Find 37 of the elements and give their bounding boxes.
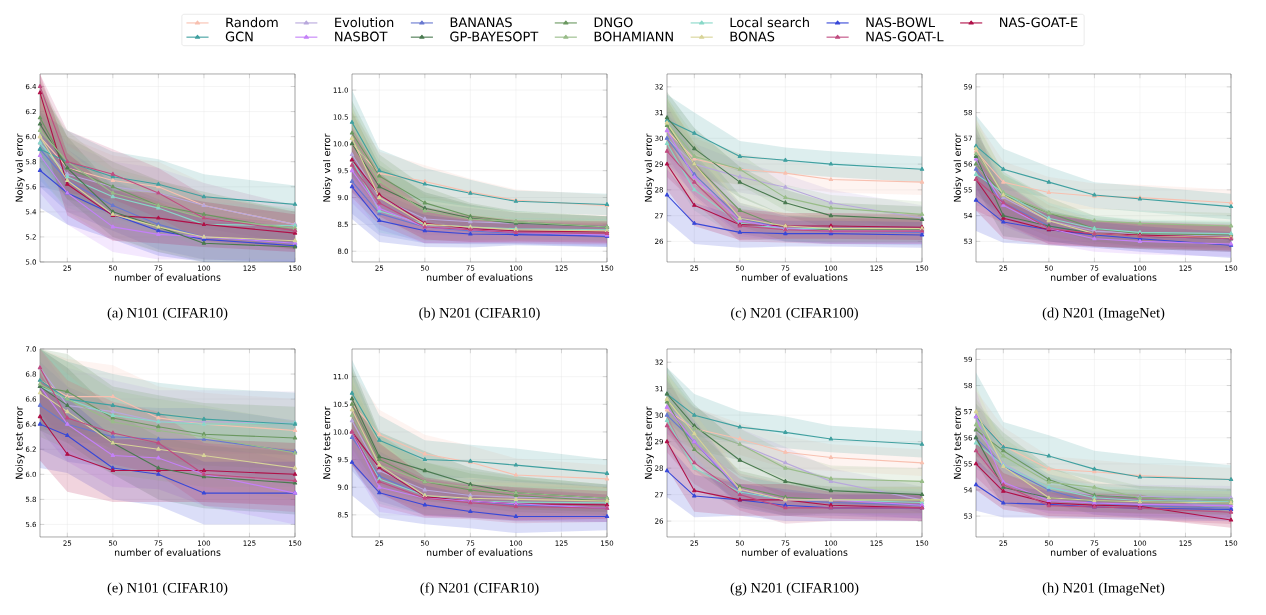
x-axis-title: number of evaluations (741, 273, 848, 281)
text: (e) N101 (CIFAR10) (107, 582, 228, 596)
y-axis-title: Noisy val error (953, 133, 963, 202)
legend-label: DNGO (594, 17, 633, 28)
text: (a) N101 (CIFAR10) (107, 307, 228, 321)
legend-label: GP-BAYESOPT (450, 31, 539, 42)
text: (f) N201 (CIFAR10) (420, 582, 539, 596)
x-axis-title: number of evaluations (114, 548, 221, 556)
legend-label: BOHAMIANN (594, 31, 673, 42)
legend-label: NAS-GOAT-L (866, 31, 944, 42)
x-axis-title: number of evaluations (1050, 548, 1157, 556)
y-axis-title: Noisy test error (644, 406, 654, 479)
x-axis-title: number of evaluations (426, 548, 533, 556)
text: (g) N201 (CIFAR100) (730, 582, 859, 596)
y-axis-title: Noisy val error (15, 133, 25, 202)
legend-label: NAS-GOAT-E (1000, 17, 1078, 28)
legend-label: BANANAS (450, 17, 512, 28)
y-axis-title: Noisy test error (322, 406, 333, 479)
x-axis-title: number of evaluations (1050, 273, 1157, 281)
legend-label: Local search (730, 17, 809, 28)
text: (b) N201 (CIFAR10) (419, 307, 540, 321)
y-axis-title: Noisy test error (15, 406, 25, 479)
legend-label: NASBOT (335, 31, 388, 42)
text: (h) N201 (ImageNet) (1042, 582, 1165, 596)
x-axis-title: number of evaluations (114, 273, 221, 281)
text: (d) N201 (ImageNet) (1042, 307, 1165, 321)
text: (c) N201 (CIFAR100) (731, 307, 858, 321)
x-axis-title: number of evaluations (741, 548, 848, 556)
legend-label: Evolution (335, 17, 394, 28)
y-axis-title: Noisy test error (953, 406, 963, 479)
legend-label: Random (226, 17, 278, 28)
legend-label: GCN (225, 31, 253, 42)
x-axis-title: number of evaluations (426, 273, 533, 281)
y-axis-title: Noisy val error (322, 133, 333, 202)
legend-label: BONAS (730, 31, 775, 42)
legend-label: NAS-BOWL (866, 17, 935, 28)
y-axis-title: Noisy val error (644, 133, 654, 202)
